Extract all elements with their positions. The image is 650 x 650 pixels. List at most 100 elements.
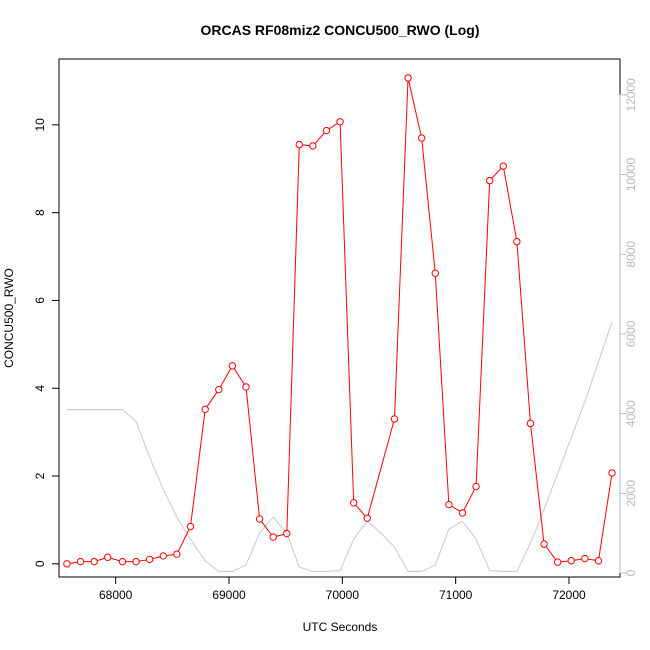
data-point	[526, 419, 535, 428]
y2-tick-label: 4000	[624, 400, 638, 427]
data-point	[594, 557, 603, 565]
data-point	[431, 269, 439, 277]
series-segment	[434, 276, 450, 502]
series-segment	[219, 368, 232, 388]
series-segment	[367, 421, 395, 516]
x-tick-label: 68000	[99, 588, 133, 602]
series-segment	[139, 559, 147, 562]
series-segment	[339, 124, 355, 500]
series-segment	[276, 533, 284, 537]
series-segment	[587, 558, 596, 561]
data-point	[104, 553, 112, 561]
series-segment	[408, 80, 422, 136]
data-point	[540, 540, 548, 548]
series-segment	[206, 391, 218, 407]
series-segment	[245, 390, 260, 516]
y2-tick-label: 2000	[624, 480, 638, 507]
series-segment	[545, 546, 557, 560]
series-segment	[463, 489, 476, 511]
data-point	[173, 550, 181, 558]
data-point	[118, 557, 127, 566]
data-point	[295, 140, 303, 149]
data-point	[608, 469, 616, 477]
data-point	[145, 555, 154, 564]
data-point	[567, 557, 575, 565]
data-point	[159, 552, 167, 560]
series-segment	[530, 426, 545, 541]
data-point	[63, 560, 71, 568]
series-segment	[70, 561, 78, 564]
series-segment	[166, 554, 174, 557]
y-tick-label: 0	[33, 560, 47, 567]
x-axis: 68000 69000 70000 71000 72000	[99, 576, 586, 602]
series-segment	[328, 123, 338, 130]
data-point	[283, 529, 291, 538]
y-axis: 0 2 4 6 8 10	[33, 118, 59, 567]
series-segment	[475, 183, 491, 484]
series-segment	[491, 168, 502, 179]
y-tick-label: 8	[33, 209, 47, 216]
x-tick-label: 72000	[552, 588, 586, 602]
y-axis-label: CONCU500_RWO	[2, 268, 16, 368]
series-segment	[516, 244, 531, 421]
data-point	[553, 558, 562, 566]
data-point	[485, 176, 494, 185]
left-axis-series	[63, 74, 616, 568]
series-segment	[560, 560, 569, 563]
data-point	[417, 134, 426, 142]
data-point	[445, 500, 453, 509]
y-tick-label: 6	[33, 297, 47, 304]
data-point	[336, 118, 344, 126]
series-segment	[314, 132, 325, 144]
y2-tick-label: 10000	[624, 158, 638, 192]
series-segment	[190, 412, 206, 524]
y2-tick-label: 12000	[624, 78, 638, 112]
y-tick-label: 2	[33, 472, 47, 479]
data-point	[472, 482, 480, 491]
series-segment	[598, 476, 613, 558]
y2-tick-label: 6000	[624, 320, 638, 347]
series-segment	[261, 521, 272, 535]
x-axis-label: UTC Seconds	[303, 620, 378, 634]
y2-tick-label: 0	[624, 569, 638, 576]
series-segment	[451, 505, 461, 512]
data-point	[390, 415, 399, 423]
data-point	[513, 237, 521, 246]
data-point	[581, 554, 589, 563]
right-axis-series	[66, 321, 613, 572]
data-point	[404, 74, 412, 82]
data-point	[90, 557, 98, 566]
data-point	[499, 162, 507, 170]
data-point	[458, 509, 467, 517]
series-segment	[355, 504, 366, 517]
data-point	[269, 533, 277, 541]
series-segment	[421, 141, 436, 271]
data-point	[322, 126, 331, 135]
data-point	[363, 514, 371, 522]
y-tick-label: 4	[33, 385, 47, 392]
chart-title: ORCAS RF08miz2 CONCU500_RWO (Log)	[200, 22, 479, 38]
data-point	[215, 385, 223, 394]
data-point	[309, 142, 317, 150]
series-segment	[152, 556, 161, 560]
series-segment	[97, 557, 105, 562]
series-segment	[574, 558, 582, 561]
data-point	[76, 557, 85, 566]
data-point	[242, 383, 250, 391]
data-point	[132, 557, 140, 566]
series-segment	[503, 169, 517, 239]
data-point	[201, 405, 209, 414]
y-axis-right: 0 2000 4000 6000 8000 10000 12000	[619, 78, 638, 576]
x-tick-label: 71000	[439, 588, 473, 602]
series-segment	[177, 529, 190, 552]
series-segment	[394, 81, 409, 416]
series-segment	[110, 557, 120, 562]
x-tick-label: 70000	[326, 588, 360, 602]
data-point	[255, 515, 264, 523]
series-segment	[302, 144, 310, 147]
series-segment	[233, 368, 245, 385]
y-tick-label: 10	[33, 118, 47, 132]
x-tick-label: 69000	[212, 588, 246, 602]
